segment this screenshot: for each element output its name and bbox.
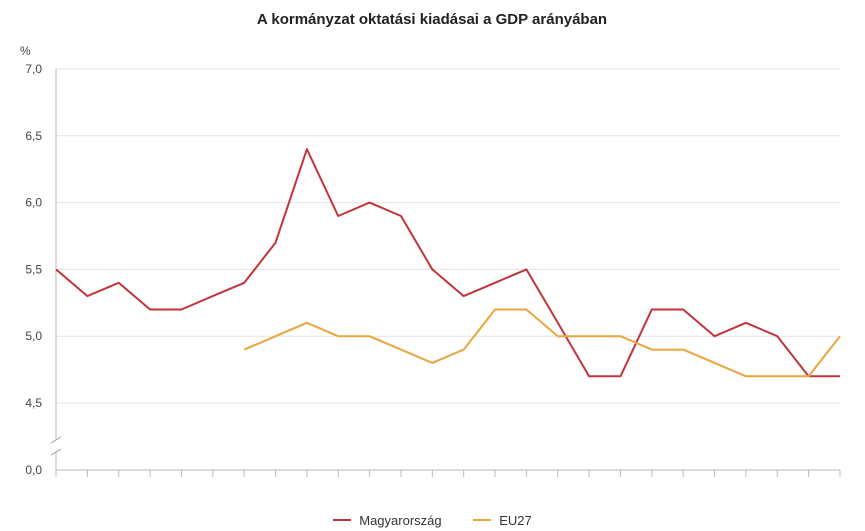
y-tick-label: 7,0 xyxy=(25,62,42,76)
y-tick-label: 4,5 xyxy=(25,396,42,410)
legend-swatch-eu27 xyxy=(473,519,492,521)
axis-break-mark xyxy=(50,436,62,444)
y-tick-label: 6,5 xyxy=(25,129,42,143)
legend-item-magyarorszag[interactable]: Magyarország xyxy=(333,512,442,528)
series-lines xyxy=(55,148,841,378)
y-tick-label: 5,5 xyxy=(25,262,42,276)
chart-title: A kormányzat oktatási kiadásai a GDP ará… xyxy=(257,11,607,28)
axis-break-mark xyxy=(50,448,62,456)
y-tick-label: 6,0 xyxy=(25,196,42,210)
line-chart: A kormányzat oktatási kiadásai a GDP ará… xyxy=(20,11,841,477)
legend-swatch-magyarorszag xyxy=(333,519,352,521)
y-axis-ticks: 7,0 6,5 6,0 5,5 5,0 4,5 0,0 xyxy=(25,62,42,477)
series-line-eu27 xyxy=(243,308,841,378)
series-line-magyarorszag xyxy=(55,148,840,378)
legend: Magyarország EU27 xyxy=(0,509,865,528)
y-tick-label: 5,0 xyxy=(25,329,42,343)
legend-label-magyarorszag: Magyarország xyxy=(359,512,442,528)
y-axis-unit: % xyxy=(20,44,31,58)
axes xyxy=(50,69,841,477)
legend-label-eu27: EU27 xyxy=(499,512,532,528)
gridlines xyxy=(56,68,840,404)
legend-item-eu27[interactable]: EU27 xyxy=(473,513,532,528)
y-tick-label: 0,0 xyxy=(25,463,42,477)
